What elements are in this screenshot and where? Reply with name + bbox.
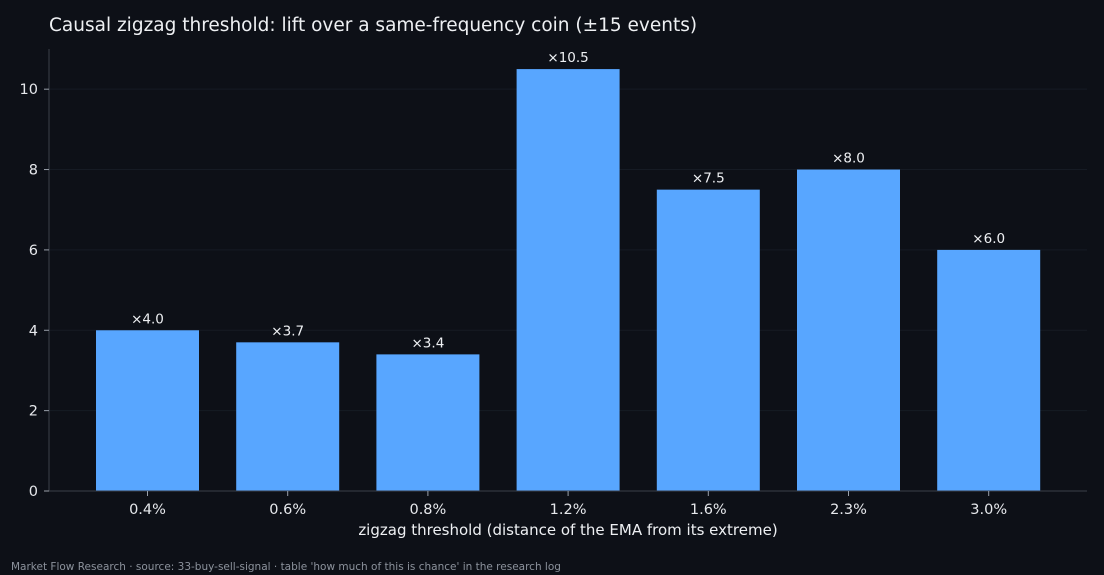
bar (656, 189, 760, 492)
bar (797, 169, 900, 491)
x-tick-label: 1.2% (550, 502, 587, 518)
y-tick-label: 6 (29, 243, 38, 259)
bar-value-label: ×3.7 (271, 323, 304, 339)
x-tick-label: 0.8% (409, 502, 446, 518)
chart-title: Causal zigzag threshold: lift over a sam… (49, 15, 698, 36)
x-tick-label: 1.6% (690, 502, 727, 518)
y-tick-label: 8 (29, 163, 38, 179)
bar (516, 69, 620, 491)
bar-value-label: ×4.0 (131, 311, 164, 327)
bar-value-label: ×7.5 (692, 171, 725, 187)
bar-value-labels: ×4.0 ×3.7 ×3.4 ×10.5 ×7.5 ×8.0 ×6.0 (131, 50, 1005, 351)
x-axis-title: zigzag threshold (distance of the EMA fr… (358, 521, 777, 539)
bar (937, 249, 1041, 491)
y-tick-label: 4 (29, 323, 38, 339)
bar-value-label: ×3.4 (412, 335, 445, 351)
bars (96, 69, 1041, 492)
bar-value-label: ×10.5 (547, 50, 588, 66)
bar (236, 342, 340, 491)
bar (96, 330, 199, 491)
bar-value-label: ×8.0 (832, 151, 865, 167)
y-tick-label: 0 (29, 484, 38, 500)
source-footnote: Market Flow Research · source: 33-buy-se… (11, 561, 561, 573)
y-tick-label: 10 (20, 82, 38, 98)
y-tick-label: 2 (29, 404, 38, 420)
bar (376, 354, 480, 491)
x-tick-label: 2.3% (830, 502, 867, 518)
x-tick-label: 0.6% (269, 502, 306, 518)
bar-value-label: ×6.0 (972, 231, 1005, 247)
x-tick-label: 0.4% (129, 502, 166, 518)
y-axis-ticks: 0 2 4 6 8 10 (20, 82, 49, 500)
x-axis-ticks: 0.4% 0.6% 0.8% 1.2% 1.6% 2.3% 3.0% (129, 491, 1007, 518)
x-tick-label: 3.0% (970, 502, 1007, 518)
